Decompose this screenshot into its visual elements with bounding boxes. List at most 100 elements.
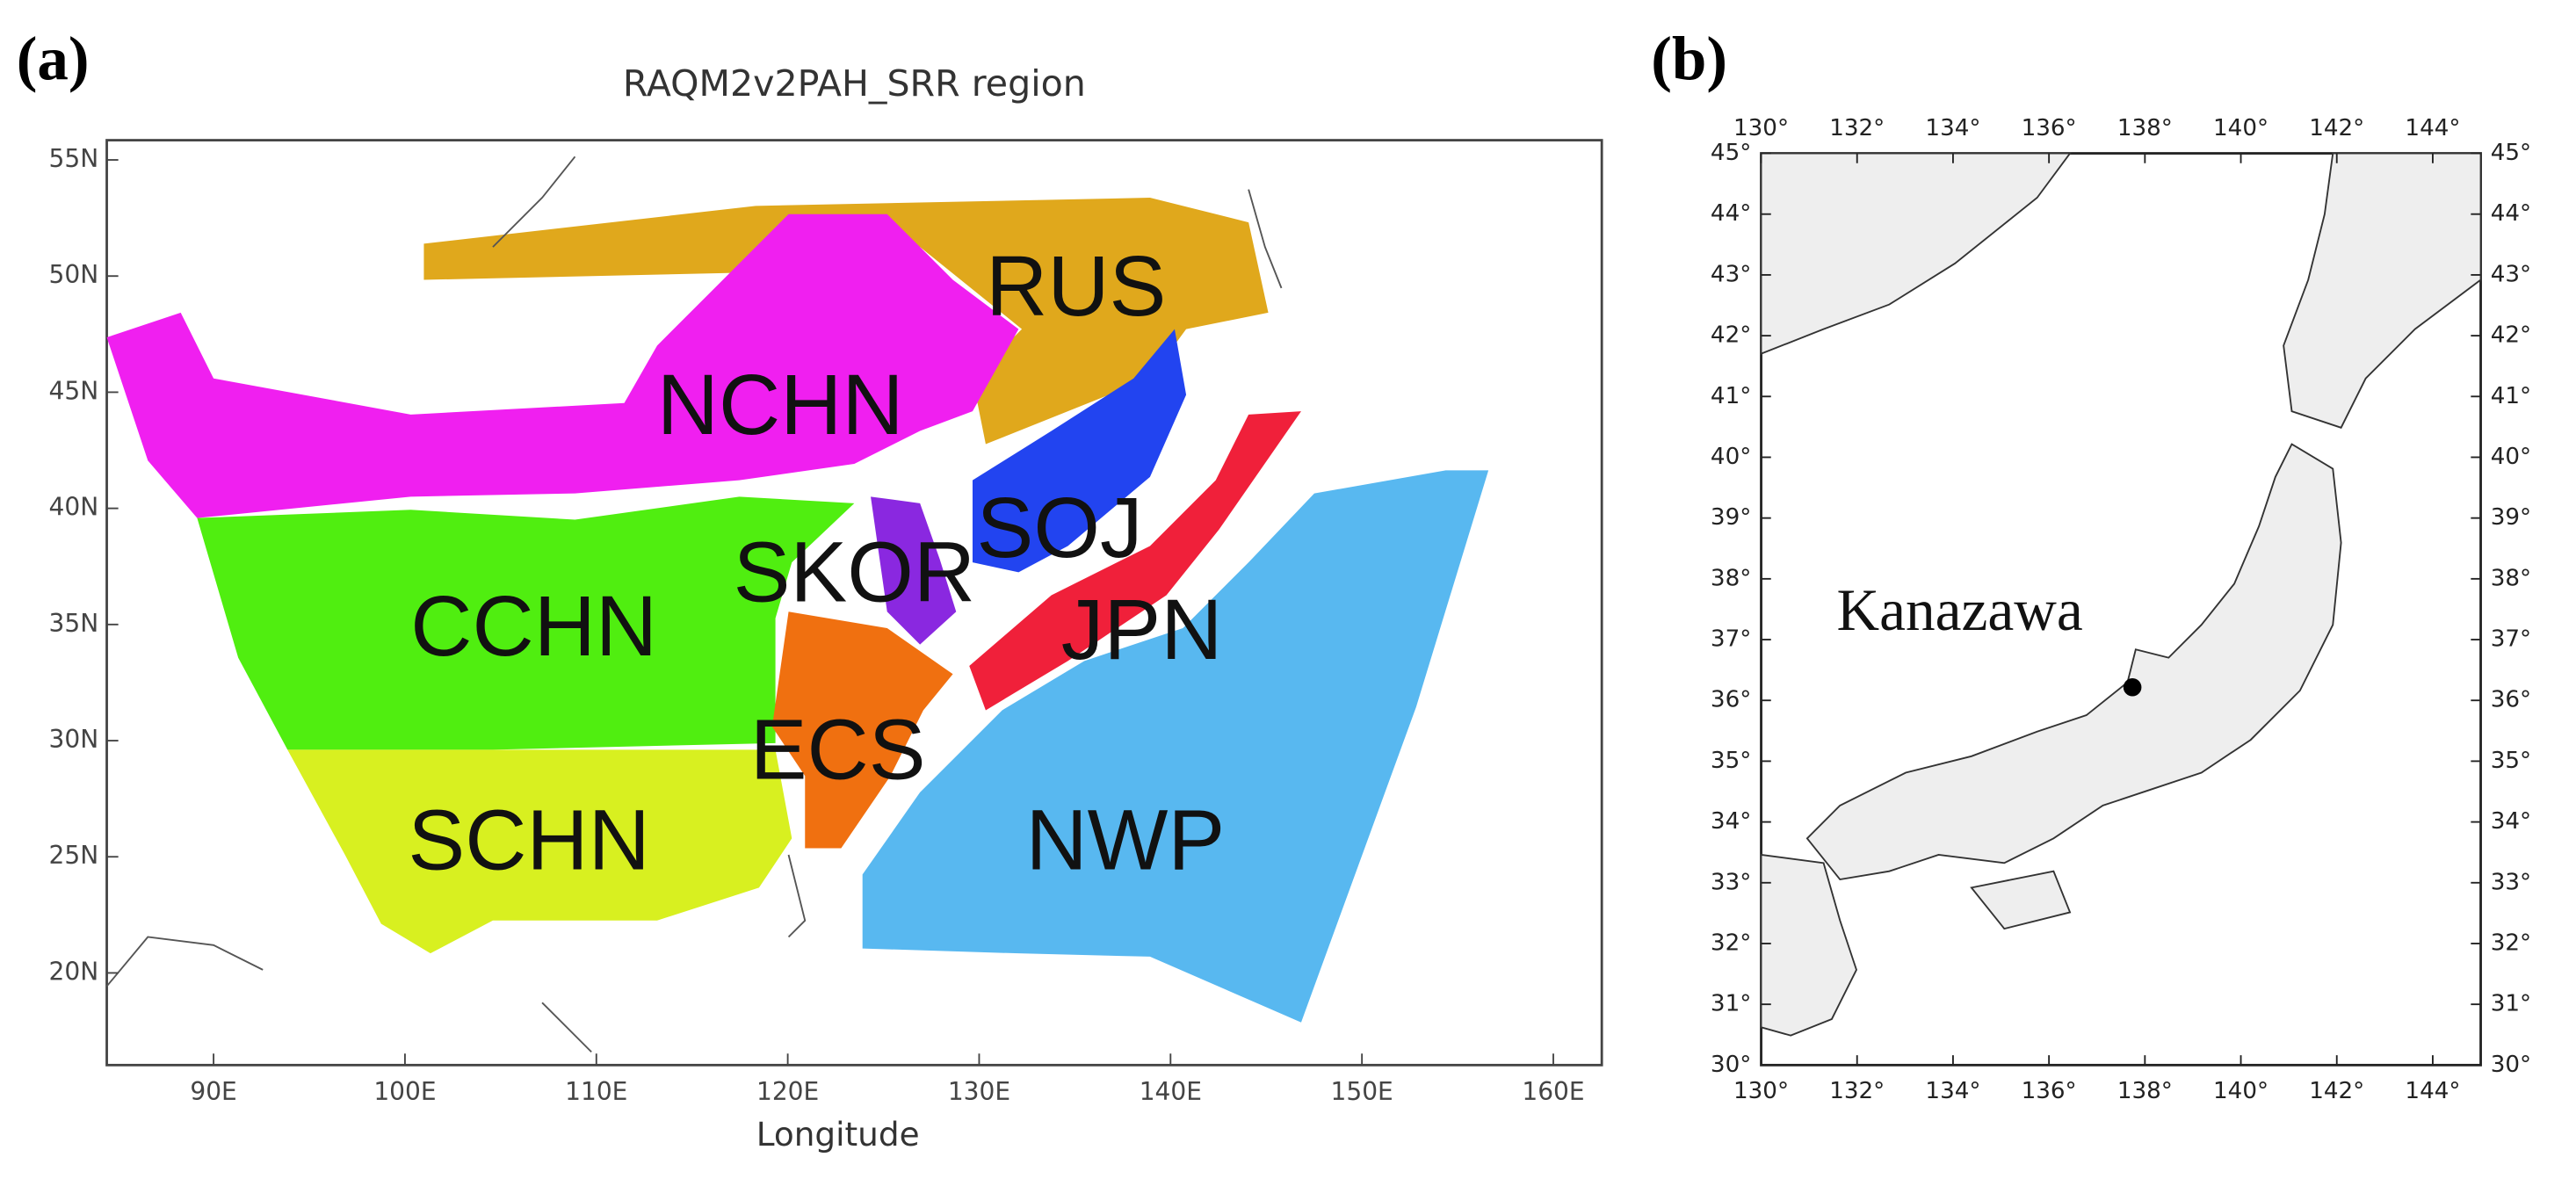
y-tick-label: 34°	[2491, 808, 2531, 835]
x-tick-label: 100E	[373, 1077, 436, 1106]
y-tick-label: 45°	[1711, 140, 1751, 166]
y-tick-label: 35°	[2491, 748, 2531, 774]
x-tick-label: 132°	[1829, 115, 1885, 141]
panel-title: RAQM2v2PAH_SRR region	[623, 62, 1086, 105]
land	[1760, 853, 1857, 1037]
region-shape	[771, 611, 953, 849]
y-tick-label: 41°	[2491, 383, 2531, 409]
region-shape	[423, 198, 1269, 445]
x-tick-label: 142°	[2309, 1078, 2364, 1104]
panel-label: (b)	[1651, 25, 1727, 93]
x-tick-label: 142°	[2309, 115, 2364, 141]
region-label: NCHN	[657, 357, 904, 452]
y-tick-label: 45N	[49, 376, 99, 405]
y-tick-label: 25N	[49, 841, 99, 870]
x-tick-label: 136°	[2022, 1078, 2077, 1104]
x-tick-label: 150E	[1331, 1077, 1393, 1106]
x-tick-label: 140°	[2213, 115, 2268, 141]
x-tick-label: 144°	[2405, 115, 2460, 141]
region-shape	[969, 411, 1301, 711]
region-shape	[106, 213, 1019, 518]
y-tick-label: 30°	[2491, 1052, 2531, 1078]
region-label: JPN	[1061, 582, 1223, 677]
y-tick-label: 38°	[1711, 565, 1751, 591]
y-tick-label: 37°	[2491, 626, 2531, 653]
y-tick-label: 20N	[49, 957, 99, 986]
x-tick-label: 130E	[948, 1077, 1010, 1106]
x-tick-label: 134°	[1925, 115, 1980, 141]
region-label: CCHN	[410, 578, 657, 674]
region-label: SCHN	[408, 792, 649, 887]
y-tick-label: 34°	[1711, 808, 1751, 835]
region-shape	[197, 496, 855, 750]
y-tick-label: 45°	[2491, 140, 2531, 166]
y-tick-label: 38°	[2491, 565, 2531, 591]
y-tick-label: 40°	[2491, 444, 2531, 470]
land	[1970, 870, 2072, 930]
y-tick-label: 35°	[1711, 748, 1751, 774]
x-tick-label: 130°	[1733, 1078, 1789, 1104]
city-marker	[2123, 677, 2142, 697]
x-tick-label: 132°	[1829, 1078, 1885, 1104]
x-tick-label: 144°	[2405, 1078, 2460, 1104]
map-b: Kanazawa	[1760, 152, 2482, 1067]
y-tick-label: 39°	[2491, 504, 2531, 531]
x-tick-label: 134°	[1925, 1078, 1980, 1104]
y-tick-label: 44°	[2491, 200, 2531, 227]
y-tick-label: 35N	[49, 609, 99, 638]
y-tick-label: 37°	[1711, 626, 1751, 653]
x-axis-label: Longitude	[756, 1115, 920, 1154]
y-tick-label: 31°	[1711, 991, 1751, 1017]
x-tick-label: 138°	[2117, 1078, 2173, 1104]
region-label: RUS	[986, 238, 1166, 334]
axis-a: 90E 100E 110E 120E 130E 140E 150E 160E 55N 50N 45N…	[49, 144, 1585, 1106]
y-tick-label: 30N	[49, 725, 99, 754]
region-label: ECS	[750, 701, 926, 797]
region-shape	[862, 470, 1489, 1023]
land	[1760, 152, 2072, 356]
land	[2283, 152, 2482, 429]
y-tick-label: 36°	[2491, 687, 2531, 713]
region-label: SKOR	[734, 524, 976, 620]
city-label: Kanazawa	[1837, 577, 2083, 643]
y-tick-label: 40N	[49, 493, 99, 522]
y-tick-label: 42°	[1711, 322, 1751, 349]
x-tick-label: 120E	[756, 1077, 819, 1106]
y-tick-label: 33°	[2491, 869, 2531, 895]
y-tick-label: 50N	[49, 260, 99, 289]
y-tick-label: 36°	[1711, 687, 1751, 713]
y-tick-label: 39°	[1711, 504, 1751, 531]
x-tick-label: 140E	[1140, 1077, 1202, 1106]
axis-b: 130° 130° 132° 132° 134° 134° 136° 136° 138° 138°…	[1711, 115, 2531, 1104]
x-tick-label: 138°	[2117, 115, 2173, 141]
y-tick-label: 32°	[1711, 929, 1751, 956]
coastline	[105, 156, 1283, 1053]
x-tick-label: 136°	[2022, 115, 2077, 141]
x-tick-label: 90E	[190, 1077, 236, 1106]
land	[1805, 443, 2342, 881]
region-label: NWP	[1025, 792, 1225, 887]
y-tick-label: 32°	[2491, 929, 2531, 956]
y-tick-label: 55N	[49, 144, 99, 173]
map-a	[105, 139, 1603, 1067]
y-tick-label: 41°	[1711, 383, 1751, 409]
panel-label: (a)	[17, 25, 90, 93]
x-tick-label: 130°	[1733, 115, 1789, 141]
y-tick-label: 43°	[2491, 261, 2531, 287]
region-label: SOJ	[977, 480, 1143, 575]
region-shape	[871, 496, 957, 645]
y-tick-label: 33°	[1711, 869, 1751, 895]
x-tick-label: 110E	[565, 1077, 627, 1106]
region-shape	[287, 749, 792, 954]
region-shape	[972, 329, 1187, 573]
y-tick-label: 44°	[1711, 200, 1751, 227]
x-tick-label: 140°	[2213, 1078, 2268, 1104]
x-tick-label: 160E	[1522, 1077, 1584, 1106]
y-tick-label: 43°	[1711, 261, 1751, 287]
y-tick-label: 40°	[1711, 444, 1751, 470]
y-tick-label: 42°	[2491, 322, 2531, 349]
y-tick-label: 31°	[2491, 991, 2531, 1017]
